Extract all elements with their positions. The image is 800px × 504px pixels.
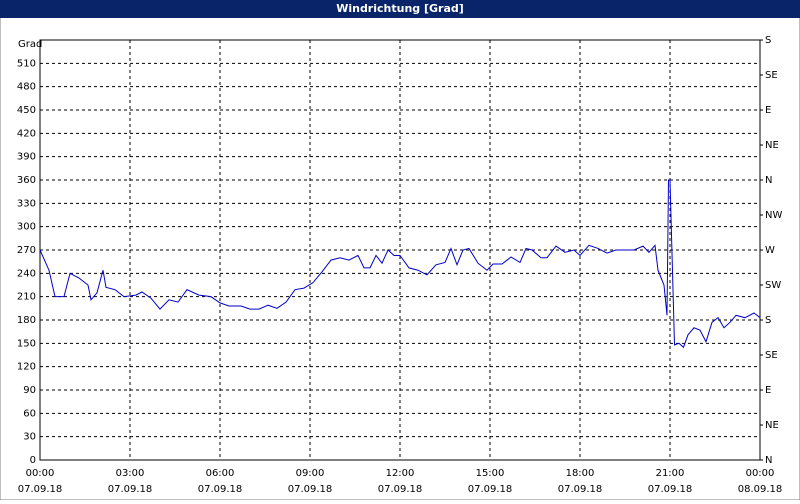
chart-title: Windrichtung [Grad] [336, 2, 464, 15]
y-tick-label: 180 [17, 315, 36, 326]
y-tick-label: 390 [17, 152, 36, 163]
y2-tick-label: S [765, 315, 771, 326]
y-tick-label: 510 [17, 58, 36, 69]
y-tick-label: 360 [17, 175, 36, 186]
x-tick-label: 21:00 07.09.18 [648, 468, 693, 495]
y-tick-label: 270 [17, 245, 36, 256]
y-tick-label: 30 [23, 432, 36, 443]
x-tick-label: 03:00 07.09.18 [108, 468, 153, 495]
y-tick-label: 90 [23, 385, 36, 396]
y-tick-label: 210 [17, 292, 36, 303]
y2-tick-label: NE [765, 420, 779, 431]
y-tick-label: 240 [17, 268, 36, 279]
y-tick-label: 330 [17, 198, 36, 209]
y-tick-label: 300 [17, 222, 36, 233]
y2-tick-label: E [765, 105, 771, 116]
title-bar [0, 0, 800, 18]
x-tick-label: 15:00 07.09.18 [468, 468, 513, 495]
x-tick-label: 18:00 07.09.18 [558, 468, 603, 495]
y2-tick-label: S [765, 35, 771, 46]
y2-tick-label: NE [765, 140, 779, 151]
y2-tick-label: N [765, 455, 772, 466]
y2-tick-label: SW [765, 280, 781, 291]
y2-tick-label: E [765, 385, 771, 396]
y-tick-label: 480 [17, 82, 36, 93]
y2-tick-label: NW [765, 210, 782, 221]
y-axis-label: Grad [18, 39, 42, 50]
y-tick-label: 420 [17, 128, 36, 139]
y-tick-label: 60 [23, 408, 36, 419]
y-tick-label: 450 [17, 105, 36, 116]
y2-tick-label: SE [765, 70, 778, 81]
x-tick-label: 00:00 07.09.18 [18, 468, 63, 495]
y-tick-label: 120 [17, 362, 36, 373]
data-line [39, 179, 761, 349]
x-tick-label: 06:00 07.09.18 [198, 468, 243, 495]
x-tick-label: 00:00 08.09.18 [738, 468, 783, 495]
x-tick-label: 12:00 07.09.18 [378, 468, 423, 495]
y2-tick-label: N [765, 175, 772, 186]
y-tick-label: 0 [30, 455, 36, 466]
x-tick-label: 09:00 07.09.18 [288, 468, 333, 495]
y2-tick-label: SE [765, 350, 778, 361]
y2-tick-label: W [765, 245, 775, 256]
y-tick-label: 150 [17, 338, 36, 349]
